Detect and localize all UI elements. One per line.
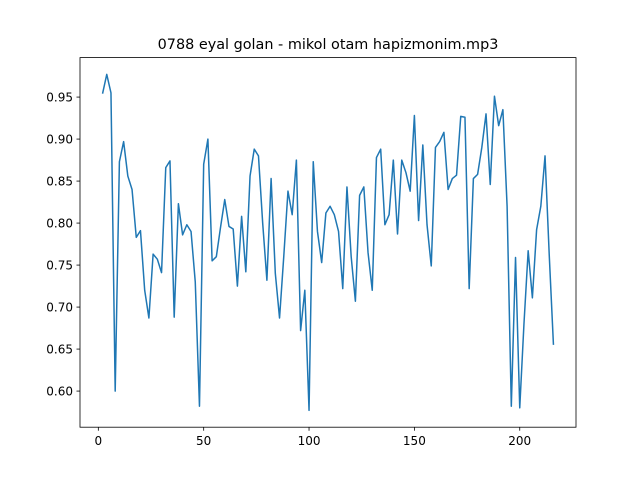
y-tick-label: 0.75 (46, 259, 73, 273)
line-series (101, 73, 555, 412)
y-tick-label: 0.85 (46, 175, 73, 189)
plot-frame (79, 57, 577, 428)
x-tick-label: 200 (508, 434, 531, 448)
x-tick-label: 0 (95, 434, 103, 448)
x-tick-label: 50 (196, 434, 211, 448)
x-tick-label: 100 (298, 434, 321, 448)
y-tick-label: 0.70 (46, 301, 73, 315)
y-tick-label: 0.90 (46, 133, 73, 147)
chart-title: 0788 eyal golan - mikol otam hapizmonim.… (158, 37, 499, 53)
y-tick-label: 0.65 (46, 343, 73, 357)
x-tick-label: 150 (403, 434, 426, 448)
y-tick-label: 0.95 (46, 91, 73, 105)
y-tick-label: 0.80 (46, 217, 73, 231)
y-tick-label: 0.60 (46, 385, 73, 399)
